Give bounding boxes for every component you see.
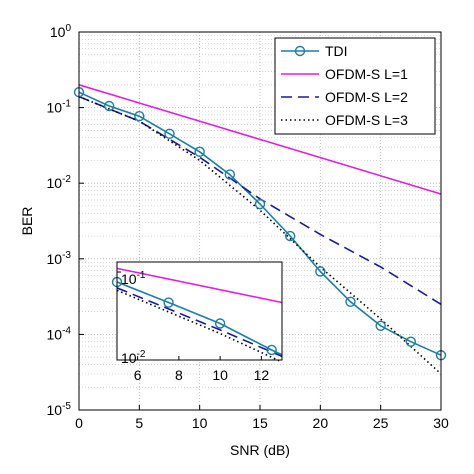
inset-plot-frame bbox=[116, 261, 283, 361]
main-data-point bbox=[224, 169, 236, 180]
main-data-point bbox=[315, 266, 326, 277]
inset-chart: 6 8 10 12 10-1 10-2 bbox=[111, 261, 283, 383]
inset-series-line bbox=[116, 281, 283, 356]
y-axis-title: BER bbox=[19, 207, 35, 236]
main-data-point bbox=[164, 128, 175, 140]
main-tick-group: 0 5 10 15 20 25 30 100 10-1 10-2 10-3 10-4 10-5 bbox=[47, 23, 449, 431]
main-data-point bbox=[405, 336, 417, 347]
y-tick-label: 100 bbox=[50, 23, 72, 40]
main-series-line bbox=[78, 91, 442, 356]
inset-x-tick-label: 12 bbox=[254, 367, 270, 383]
main-data-point bbox=[254, 198, 266, 210]
x-tick-label: 30 bbox=[433, 415, 449, 431]
legend-label: OFDM-S L=3 bbox=[325, 112, 408, 128]
inset-x-tick-label: 6 bbox=[134, 367, 142, 383]
x-tick-label: 25 bbox=[373, 415, 389, 431]
legend-box bbox=[274, 37, 436, 135]
inset-background bbox=[117, 262, 282, 360]
inset-data-point bbox=[214, 318, 226, 329]
inset-y-tick-label: 10-2 bbox=[121, 349, 146, 366]
inset-series-group bbox=[111, 267, 283, 363]
x-tick-label: 20 bbox=[313, 415, 329, 431]
y-tick-label: 10-1 bbox=[47, 99, 72, 116]
legend: TDI OFDM-S L=1 OFDM-S L=2 OFDM-S L=3 bbox=[274, 37, 436, 135]
inset-data-point bbox=[163, 297, 174, 308]
y-tick-label: 10-3 bbox=[47, 250, 72, 267]
main-data-point bbox=[345, 296, 356, 307]
inset-tick-group: 6 8 10 12 10-1 10-2 bbox=[117, 270, 269, 383]
inset-series-line bbox=[116, 287, 283, 358]
x-tick-label: 10 bbox=[192, 415, 208, 431]
inset-y-tick-label: 10-1 bbox=[121, 270, 146, 287]
main-data-point bbox=[194, 146, 205, 158]
inset-series-line bbox=[116, 267, 283, 304]
y-tick-label: 10-2 bbox=[47, 174, 72, 191]
legend-label: OFDM-S L=1 bbox=[325, 66, 408, 82]
legend-label: OFDM-S L=2 bbox=[325, 89, 408, 105]
main-data-point bbox=[284, 230, 296, 242]
y-tick-label: 10-4 bbox=[47, 325, 72, 342]
x-axis-title: SNR (dB) bbox=[230, 442, 290, 458]
inset-x-tick-label: 10 bbox=[212, 367, 228, 383]
main-series-line bbox=[78, 84, 442, 195]
inset-data-point bbox=[266, 344, 277, 356]
inset-x-tick-label: 8 bbox=[175, 367, 183, 383]
x-tick-label: 5 bbox=[135, 415, 143, 431]
legend-marker bbox=[294, 45, 306, 57]
main-data-point bbox=[103, 100, 115, 112]
y-tick-label: 10-5 bbox=[47, 401, 72, 418]
inset-series-line bbox=[116, 289, 283, 363]
x-tick-label: 15 bbox=[252, 415, 268, 431]
x-tick-label: 0 bbox=[75, 415, 83, 431]
main-data-point bbox=[134, 110, 145, 122]
main-data-point bbox=[375, 320, 386, 331]
legend-label: TDI bbox=[325, 43, 348, 59]
